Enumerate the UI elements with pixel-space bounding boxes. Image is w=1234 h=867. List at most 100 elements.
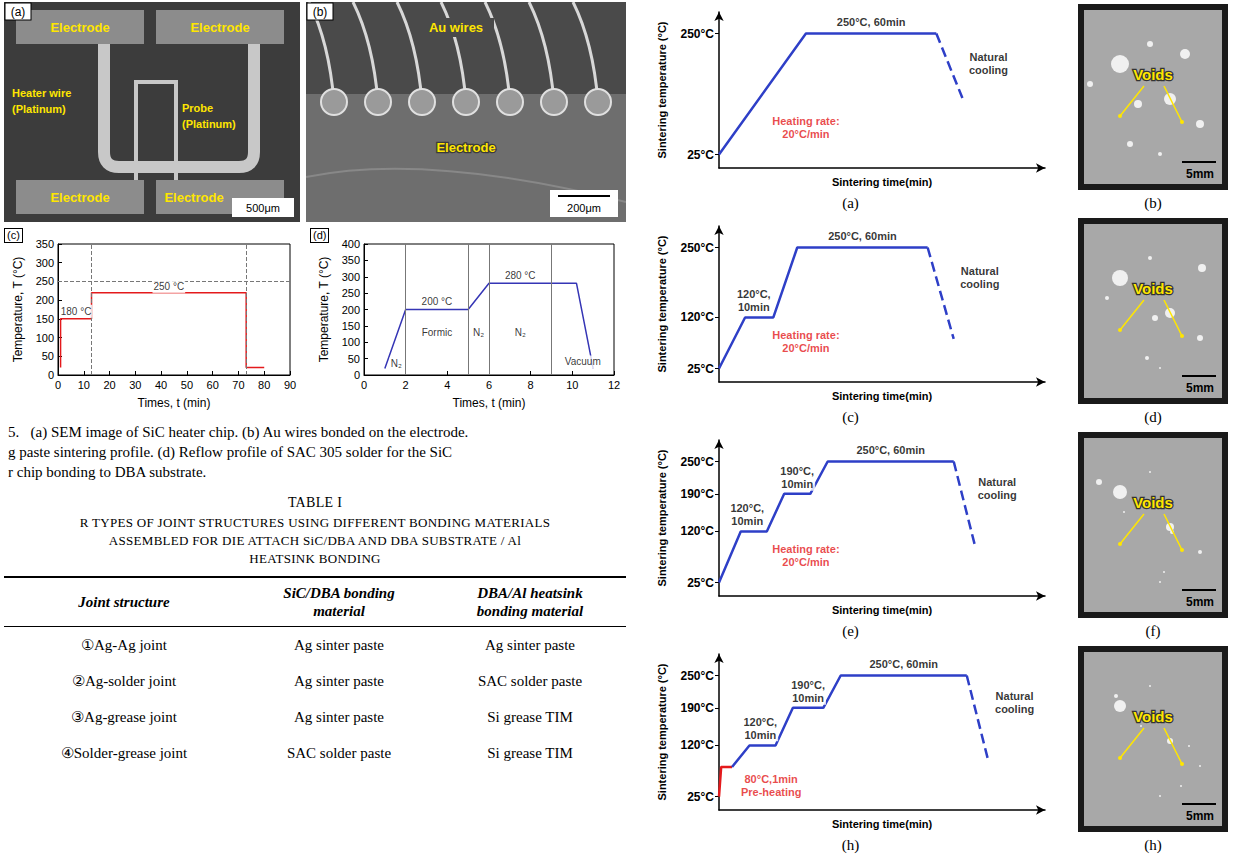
svg-text:4: 4: [444, 379, 450, 391]
svg-text:20°C/min: 20°C/min: [782, 128, 829, 140]
svg-text:300: 300: [36, 257, 54, 269]
svg-text:100: 100: [36, 332, 54, 344]
svg-text:120°C,: 120°C,: [737, 288, 771, 300]
svg-text:250°C: 250°C: [681, 669, 715, 683]
svg-text:cooling: cooling: [960, 278, 999, 290]
svg-text:Voids: Voids: [1133, 708, 1173, 725]
svg-text:N₂: N₂: [391, 358, 402, 369]
svg-text:(Platinum): (Platinum): [12, 103, 66, 115]
svg-text:120°C: 120°C: [681, 310, 715, 324]
svg-text:cooling: cooling: [995, 703, 1034, 715]
svg-text:Electrode: Electrode: [164, 190, 223, 205]
svg-text:8: 8: [528, 379, 534, 391]
svg-text:200 °C: 200 °C: [422, 296, 453, 307]
svg-text:30: 30: [129, 379, 141, 391]
svg-text:25°C: 25°C: [687, 362, 714, 376]
svg-text:80°C,1min: 80°C,1min: [745, 773, 799, 785]
svg-text:cooling: cooling: [969, 64, 1008, 76]
svg-text:120°C: 120°C: [681, 738, 715, 752]
svg-text:Temperature, T (°C): Temperature, T (°C): [11, 257, 25, 363]
svg-text:Electrode: Electrode: [436, 140, 495, 155]
svg-text:25°C: 25°C: [687, 148, 714, 162]
svg-text:100: 100: [342, 336, 360, 348]
svg-text:N₂: N₂: [515, 327, 526, 338]
svg-text:250°C, 60min: 250°C, 60min: [869, 658, 938, 670]
svg-text:Times, t (min): Times, t (min): [138, 396, 211, 410]
svg-text:Vacuum: Vacuum: [565, 356, 601, 367]
svg-text:Sintering temperature (°C): Sintering temperature (°C): [656, 449, 668, 586]
svg-text:Probe: Probe: [182, 102, 213, 114]
svg-text:80: 80: [258, 379, 270, 391]
svg-text:Heating rate:: Heating rate:: [772, 329, 839, 341]
svg-text:10: 10: [78, 379, 90, 391]
svg-text:Electrode: Electrode: [50, 20, 109, 35]
svg-text:Sintering temperature (°C): Sintering temperature (°C): [656, 663, 668, 800]
svg-text:250°C: 250°C: [681, 455, 715, 469]
svg-text:0: 0: [361, 379, 367, 391]
svg-text:Sintering time(min): Sintering time(min): [832, 176, 933, 188]
svg-text:180 °C: 180 °C: [61, 306, 92, 317]
svg-text:Natural: Natural: [961, 265, 999, 277]
svg-text:50: 50: [348, 353, 360, 365]
svg-text:250°C: 250°C: [681, 27, 715, 41]
svg-text:190°C: 190°C: [681, 487, 715, 501]
svg-text:cooling: cooling: [978, 489, 1017, 501]
svg-text:250°C, 60min: 250°C, 60min: [856, 444, 925, 456]
svg-text:5mm: 5mm: [1186, 595, 1214, 609]
svg-text:10min: 10min: [781, 478, 813, 490]
svg-text:Sintering time(min): Sintering time(min): [832, 818, 933, 830]
svg-text:5mm: 5mm: [1186, 167, 1214, 181]
svg-text:120°C,: 120°C,: [743, 716, 777, 728]
svg-text:20: 20: [103, 379, 115, 391]
svg-text:Voids: Voids: [1133, 494, 1173, 511]
svg-text:5mm: 5mm: [1186, 381, 1214, 395]
svg-text:25°C: 25°C: [687, 790, 714, 804]
svg-text:(Platinum): (Platinum): [182, 118, 236, 130]
svg-text:40: 40: [155, 379, 167, 391]
svg-text:5mm: 5mm: [1186, 809, 1214, 823]
svg-text:Formic: Formic: [422, 327, 453, 338]
svg-text:190°C,: 190°C,: [780, 465, 814, 477]
svg-text:Natural: Natural: [970, 51, 1008, 63]
svg-text:200μm: 200μm: [567, 202, 601, 214]
svg-text:Pre-heating: Pre-heating: [741, 786, 802, 798]
svg-text:Sintering time(min): Sintering time(min): [832, 604, 933, 616]
svg-text:190°C: 190°C: [681, 701, 715, 715]
svg-text:20°C/min: 20°C/min: [782, 556, 829, 568]
svg-text:Voids: Voids: [1133, 66, 1173, 83]
svg-text:Natural: Natural: [996, 690, 1034, 702]
svg-text:Voids: Voids: [1133, 280, 1173, 297]
svg-text:200: 200: [342, 304, 360, 316]
svg-text:Sintering temperature (°C): Sintering temperature (°C): [656, 235, 668, 372]
svg-text:150: 150: [36, 313, 54, 325]
svg-text:50: 50: [42, 350, 54, 362]
svg-text:500μm: 500μm: [246, 202, 280, 214]
svg-text:250: 250: [342, 287, 360, 299]
svg-text:150: 150: [342, 320, 360, 332]
svg-text:90: 90: [284, 379, 296, 391]
svg-text:70: 70: [232, 379, 244, 391]
svg-text:400: 400: [342, 238, 360, 250]
svg-text:250 °C: 250 °C: [154, 281, 185, 292]
svg-text:Au wires: Au wires: [429, 20, 483, 35]
svg-text:10min: 10min: [738, 301, 770, 313]
svg-text:N₂: N₂: [473, 327, 484, 338]
svg-text:Electrode: Electrode: [190, 20, 249, 35]
svg-text:Heating rate:: Heating rate:: [772, 115, 839, 127]
svg-text:250°C, 60min: 250°C, 60min: [837, 16, 906, 28]
svg-text:Natural: Natural: [978, 476, 1016, 488]
svg-text:190°C,: 190°C,: [791, 679, 825, 691]
svg-text:10min: 10min: [744, 729, 776, 741]
svg-text:6: 6: [486, 379, 492, 391]
svg-text:250: 250: [36, 275, 54, 287]
svg-text:Sintering temperature (°C): Sintering temperature (°C): [656, 21, 668, 158]
svg-text:(b): (b): [313, 5, 328, 19]
svg-text:10: 10: [566, 379, 578, 391]
svg-text:250°C: 250°C: [681, 241, 715, 255]
svg-text:2: 2: [403, 379, 409, 391]
svg-text:Temperature, T (°C): Temperature, T (°C): [317, 257, 331, 363]
svg-text:300: 300: [342, 271, 360, 283]
svg-text:20°C/min: 20°C/min: [782, 342, 829, 354]
svg-text:250°C, 60min: 250°C, 60min: [828, 230, 897, 242]
svg-text:10min: 10min: [792, 692, 824, 704]
